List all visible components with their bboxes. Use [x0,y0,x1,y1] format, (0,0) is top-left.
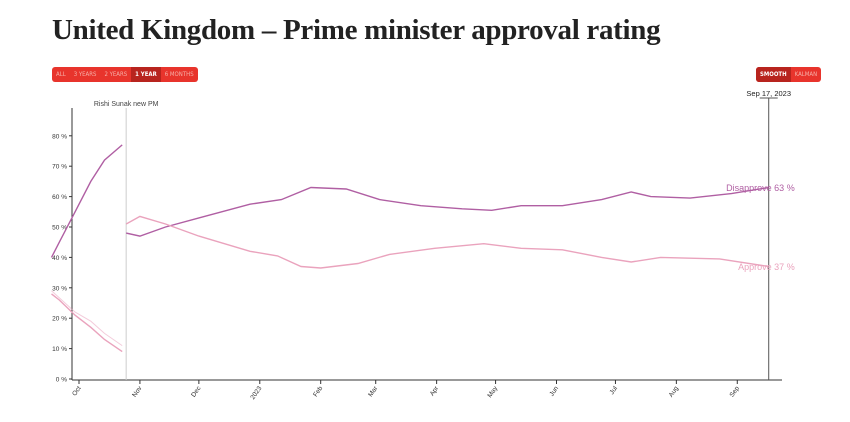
page-title: United Kingdom – Prime minister approval… [52,14,661,46]
y-tick-label: 20 % [52,316,67,323]
y-tick-label: 80 % [52,133,67,140]
x-tick-label: Dec [190,385,203,399]
x-tick-label: Aug [668,385,681,399]
smooth-button[interactable]: Smooth [756,67,791,82]
pm-change-label: Rishi Sunak new PM [94,101,159,108]
disapprove-line [50,144,123,258]
y-tick-label: 40 % [52,255,67,262]
range-1-year-button[interactable]: 1 year [131,67,161,82]
y-tick-label: 30 % [52,285,67,292]
disapprove-end-label: Disapprove 63 % [726,183,795,193]
y-tick-label: 10 % [52,346,67,353]
approve-end-label: Approve 37 % [738,262,795,272]
range-all-button[interactable]: All [56,71,66,78]
range-2-years-button[interactable]: 2 years [104,71,128,78]
approve-line [51,290,123,347]
disapprove-line [126,186,769,237]
x-tick-label: 2023 [249,385,263,401]
y-tick-label: 50 % [52,225,67,232]
approve-line [51,293,123,353]
x-tick-label: Jul [609,385,620,396]
range-3-years-button[interactable]: 3 years [73,71,97,78]
y-tick-label: 60 % [52,194,67,201]
method-buttons: Smooth Kalman [756,67,822,82]
y-tick-label: 70 % [52,164,67,171]
x-tick-label: May [486,385,499,400]
x-tick-label: Jun [548,385,560,398]
x-tick-label: Apr [429,384,441,397]
range-buttons: All 3 years 2 years 1 year 6 months [52,67,198,82]
x-tick-label: Mar [367,384,380,398]
x-tick-label: Sep [729,385,742,399]
x-tick-label: Feb [312,385,324,399]
x-tick-label: Oct [71,385,83,397]
range-6-months-button[interactable]: 6 months [164,71,194,78]
x-tick-label: Nov [131,385,144,399]
approve-line [125,215,769,269]
y-tick-label: 0 % [56,377,67,384]
kalman-button[interactable]: Kalman [794,71,818,78]
cursor-date-label: Sep 17, 2023 [746,89,791,98]
